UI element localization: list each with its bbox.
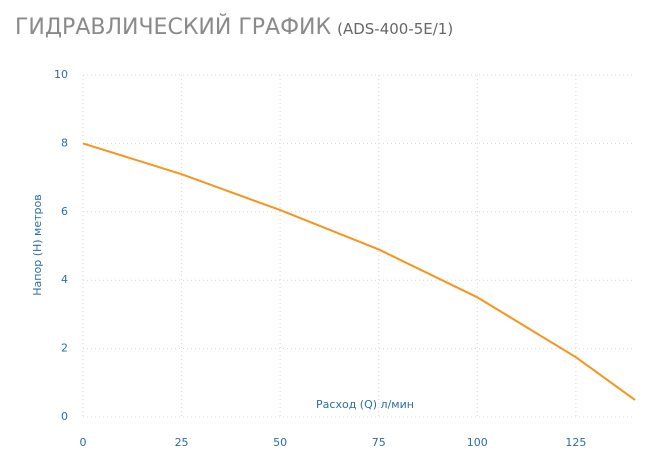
y-tick-label: 8 bbox=[61, 136, 68, 149]
chart-title: ГИДРАВЛИЧЕСКИЙ ГРАФИК bbox=[15, 14, 331, 40]
x-tick-label: 50 bbox=[273, 436, 287, 449]
y-axis-label: Напор (H) метров bbox=[31, 194, 44, 295]
x-tick-label: 100 bbox=[467, 436, 488, 449]
y-tick-label: 2 bbox=[61, 342, 68, 355]
x-tick-label: 25 bbox=[175, 436, 189, 449]
series-line bbox=[82, 142, 636, 401]
y-tick-label: 0 bbox=[61, 410, 68, 423]
x-tick-label: 0 bbox=[80, 436, 87, 449]
y-tick-label: 6 bbox=[61, 205, 68, 218]
y-tick-label: 10 bbox=[54, 68, 68, 81]
x-tick-label: 75 bbox=[372, 436, 386, 449]
chart-subtitle: (ADS-400-5E/1) bbox=[337, 20, 453, 38]
x-tick-label: 125 bbox=[565, 436, 586, 449]
x-axis-label: Расход (Q) л/мин bbox=[316, 398, 414, 411]
y-tick-label: 4 bbox=[61, 273, 68, 286]
